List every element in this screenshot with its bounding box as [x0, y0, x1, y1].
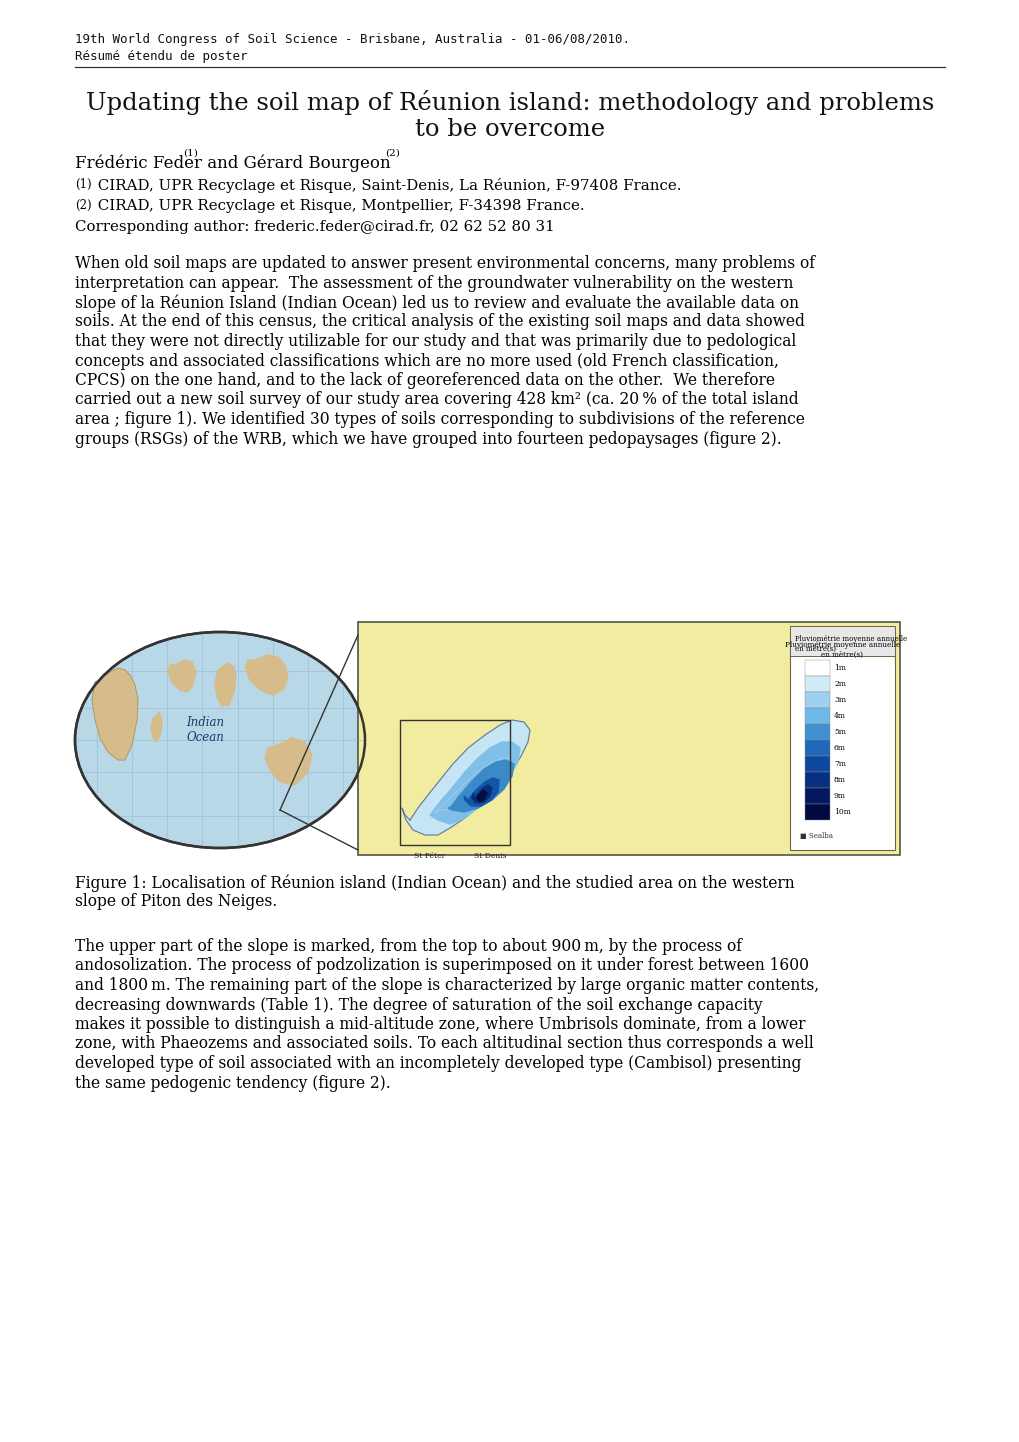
Bar: [804, 771, 829, 787]
Polygon shape: [245, 655, 287, 695]
Text: and 1800 m. The remaining part of the slope is characterized by large organic ma: and 1800 m. The remaining part of the sl…: [75, 978, 818, 994]
Text: 5m: 5m: [834, 728, 845, 735]
Bar: [358, 622, 899, 855]
Bar: [804, 805, 829, 820]
Text: CIRAD, UPR Recyclage et Risque, Saint-Denis, La Réunion, F-97408 France.: CIRAD, UPR Recyclage et Risque, Saint-De…: [93, 177, 681, 193]
Text: carried out a new soil survey of our study area covering 428 km² (ca. 20 % of th: carried out a new soil survey of our stu…: [75, 391, 798, 408]
Text: 3m: 3m: [834, 696, 846, 704]
Ellipse shape: [75, 632, 365, 848]
Bar: [790, 626, 894, 656]
Text: andosolization. The process of podzolization is superimposed on it under forest : andosolization. The process of podzoliza…: [75, 957, 808, 975]
Bar: [804, 660, 829, 676]
Polygon shape: [464, 779, 498, 806]
Text: decreasing downwards (Table 1). The degree of saturation of the soil exchange ca: decreasing downwards (Table 1). The degr…: [75, 996, 762, 1014]
Bar: [804, 708, 829, 724]
Text: the same pedogenic tendency (figure 2).: the same pedogenic tendency (figure 2).: [75, 1074, 390, 1092]
Text: 10m: 10m: [834, 808, 850, 816]
Text: concepts and associated classifications which are no more used (old French class: concepts and associated classifications …: [75, 352, 779, 369]
Text: Indian
Ocean: Indian Ocean: [185, 717, 224, 744]
Polygon shape: [430, 743, 520, 823]
Text: (2): (2): [384, 149, 399, 159]
Text: 4m: 4m: [834, 712, 845, 720]
Text: makes it possible to distinguish a mid-altitude zone, where Umbrisols dominate, : makes it possible to distinguish a mid-a…: [75, 1017, 805, 1032]
Text: The upper part of the slope is marked, from the top to about 900 m, by the proce: The upper part of the slope is marked, f…: [75, 937, 741, 955]
Text: Updating the soil map of Réunion island: methodology and problems: Updating the soil map of Réunion island:…: [86, 89, 933, 115]
Text: 9m: 9m: [834, 792, 845, 800]
Text: to be overcome: to be overcome: [415, 118, 604, 141]
Polygon shape: [215, 663, 235, 707]
Text: St Péter: St Péter: [414, 852, 445, 859]
Text: (1): (1): [75, 177, 92, 190]
Polygon shape: [472, 784, 491, 803]
Text: 8m: 8m: [834, 776, 845, 784]
Text: 19th World Congress of Soil Science - Brisbane, Australia - 01-06/08/2010.: 19th World Congress of Soil Science - Br…: [75, 33, 630, 46]
Bar: [804, 740, 829, 756]
Text: CIRAD, UPR Recyclage et Risque, Montpellier, F-34398 France.: CIRAD, UPR Recyclage et Risque, Montpell…: [93, 199, 584, 213]
Text: slope of Piton des Neiges.: slope of Piton des Neiges.: [75, 894, 277, 910]
Bar: [804, 724, 829, 740]
Text: Pluviométrie moyenne annuelle
en mètre(s): Pluviométrie moyenne annuelle en mètre(s…: [794, 634, 906, 653]
Text: St Denis: St Denis: [473, 852, 505, 859]
Bar: [804, 787, 829, 805]
Polygon shape: [477, 790, 486, 802]
Text: Figure 1: Localisation of Réunion island (Indian Ocean) and the studied area on : Figure 1: Localisation of Réunion island…: [75, 875, 794, 893]
Bar: [804, 692, 829, 708]
Text: area ; figure 1). We identified 30 types of soils corresponding to subdivisions : area ; figure 1). We identified 30 types…: [75, 411, 804, 428]
Text: (1): (1): [182, 149, 198, 159]
Bar: [790, 632, 894, 849]
Text: interpretation can appear.  The assessment of the groundwater vulnerability on t: interpretation can appear. The assessmen…: [75, 274, 793, 291]
Text: that they were not directly utilizable for our study and that was primarily due : that they were not directly utilizable f…: [75, 333, 796, 350]
Text: CPCS) on the one hand, and to the lack of georeferenced data on the other.  We t: CPCS) on the one hand, and to the lack o…: [75, 372, 774, 389]
Polygon shape: [265, 738, 312, 784]
Polygon shape: [92, 668, 138, 760]
Text: Corresponding author: frederic.feder@cirad.fr, 02 62 52 80 31: Corresponding author: frederic.feder@cir…: [75, 221, 554, 234]
Text: ■ Sealba: ■ Sealba: [800, 832, 833, 841]
Bar: [804, 676, 829, 692]
Text: 1m: 1m: [834, 663, 845, 672]
Text: (2): (2): [75, 199, 92, 212]
Text: Frédéric Feder: Frédéric Feder: [75, 154, 202, 172]
Text: 7m: 7m: [834, 760, 845, 769]
Text: When old soil maps are updated to answer present environmental concerns, many pr: When old soil maps are updated to answer…: [75, 255, 814, 273]
Text: soils. At the end of this census, the critical analysis of the existing soil map: soils. At the end of this census, the cr…: [75, 313, 804, 330]
Polygon shape: [151, 712, 162, 743]
Text: 2m: 2m: [834, 681, 845, 688]
Text: developed type of soil associated with an incompletely developed type (Cambisol): developed type of soil associated with a…: [75, 1056, 801, 1071]
Polygon shape: [401, 720, 530, 835]
Text: Pluviométrie moyenne annuelle
en mètre(s): Pluviométrie moyenne annuelle en mètre(s…: [784, 642, 899, 659]
Text: 6m: 6m: [834, 744, 845, 751]
Text: Résumé étendu de poster: Résumé étendu de poster: [75, 50, 248, 63]
Text: slope of la Réunion Island (Indian Ocean) led us to review and evaluate the avai: slope of la Réunion Island (Indian Ocean…: [75, 294, 798, 311]
Polygon shape: [447, 760, 514, 812]
Text: groups (RSGs) of the WRB, which we have grouped into fourteen pedopaysages (figu: groups (RSGs) of the WRB, which we have …: [75, 431, 781, 447]
Bar: [399, 720, 510, 845]
Bar: [804, 756, 829, 771]
Text: and Gérard Bourgeon: and Gérard Bourgeon: [202, 154, 390, 173]
Text: zone, with Phaeozems and associated soils. To each altitudinal section thus corr: zone, with Phaeozems and associated soil…: [75, 1035, 813, 1053]
Polygon shape: [168, 660, 196, 692]
